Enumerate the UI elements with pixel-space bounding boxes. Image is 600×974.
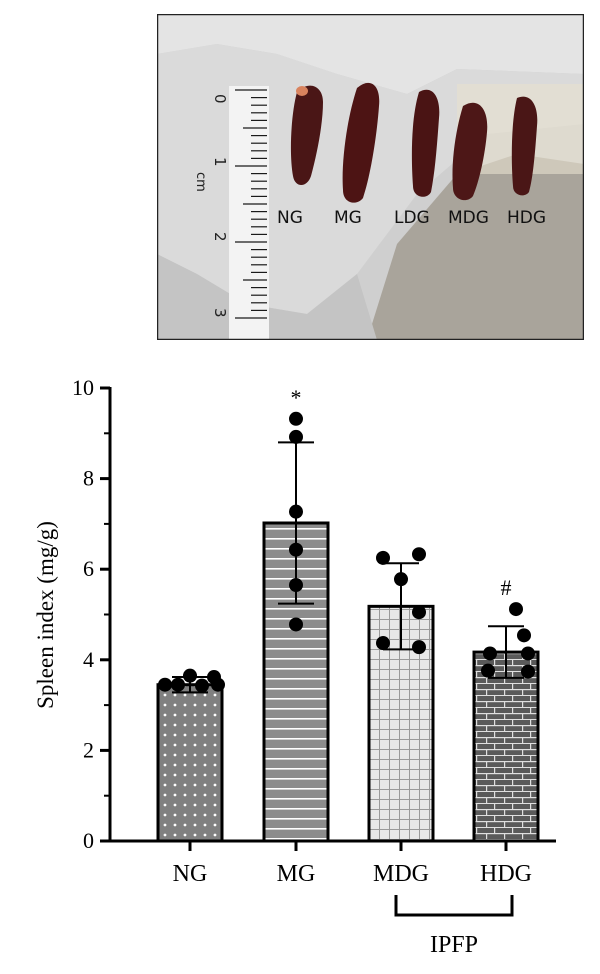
ruler-mark-1: 1	[211, 157, 229, 167]
x-tick-label-ng: NG	[173, 861, 208, 887]
specimens	[290, 82, 538, 203]
data-point-hdg	[517, 628, 531, 643]
specimen-label-ldg: LDG	[394, 208, 430, 228]
specimen-ng	[290, 85, 323, 185]
specimen-label-ng: NG	[277, 208, 303, 228]
data-point-mg	[289, 578, 303, 593]
y-tick-label: 10	[72, 375, 94, 400]
ruler-mark-0: 0	[211, 94, 229, 104]
specimen-ldg	[411, 89, 440, 197]
y-tick-label: 0	[83, 828, 94, 853]
y-tick-label: 6	[83, 556, 94, 581]
data-point-ng	[211, 677, 225, 692]
ruler-mark-3: 3	[211, 308, 229, 318]
data-point-mdg	[394, 572, 408, 587]
specimen-label-mdg: MDG	[448, 208, 489, 228]
data-point-ng	[158, 677, 172, 692]
y-axis-label: Spleen index (mg/g)	[33, 521, 58, 709]
data-point-mg	[289, 504, 303, 519]
data-point-hdg	[481, 663, 495, 678]
photo-cloth-fold	[157, 254, 377, 340]
specimen-ng-fat	[296, 86, 308, 96]
data-point-mg	[289, 617, 303, 632]
y-axis: 0 2 4 6 8 10	[72, 375, 112, 853]
spleen-photo: 0 1 cm 2 3 NG MG LDG MDG HDG	[157, 14, 584, 340]
specimen-hdg	[511, 96, 538, 196]
ruler-unit-label: cm	[193, 172, 208, 192]
y-tick-label: 4	[83, 647, 94, 672]
data-point-mg	[289, 429, 303, 444]
bar-hdg	[472, 650, 540, 843]
specimen-label-hdg: HDG	[507, 208, 546, 228]
x-tick-label-mg: MG	[277, 861, 316, 887]
significance-annotations: *#	[291, 385, 512, 600]
photo-cloth-light	[157, 14, 584, 94]
annotation-mg: *	[291, 385, 302, 410]
data-point-mdg	[376, 636, 390, 651]
error-bars	[172, 441, 524, 694]
x-tick-label-mdg: MDG	[373, 861, 429, 887]
specimen-labels: NG MG LDG MDG HDG	[277, 208, 546, 228]
specimen-label-mg: MG	[334, 208, 362, 228]
specimen-mg	[342, 82, 380, 203]
data-point-mg	[289, 542, 303, 557]
ruler-body	[229, 86, 269, 340]
data-points	[158, 411, 535, 693]
x-axis: NG MG MDG HDG	[108, 839, 556, 887]
data-point-mdg	[412, 640, 426, 655]
data-point-hdg	[521, 646, 535, 661]
ruler-ticks	[235, 89, 267, 319]
error-bar-hdg	[488, 625, 524, 679]
specimen-mdg	[452, 102, 488, 201]
x-tick-label-hdg: HDG	[480, 861, 532, 887]
data-point-ng	[195, 678, 209, 693]
data-point-ng	[171, 677, 185, 692]
data-point-mdg	[412, 547, 426, 562]
data-point-hdg	[509, 602, 523, 617]
bar-ng	[156, 683, 224, 843]
photo-table-shadow	[367, 154, 584, 340]
ruler: 0 1 cm 2 3	[193, 86, 269, 340]
data-point-mdg	[376, 550, 390, 565]
y-tick-label: 2	[83, 737, 94, 762]
y-tick-label: 8	[83, 466, 94, 491]
annotation-hdg: #	[501, 575, 512, 600]
data-point-hdg	[483, 646, 497, 661]
group-label-ipfp: IPFP	[430, 932, 478, 958]
data-point-ng	[183, 668, 197, 683]
data-point-hdg	[521, 664, 535, 679]
group-bracket: IPFP	[394, 895, 514, 958]
data-point-mg	[289, 411, 303, 426]
ipfp-bracket	[394, 895, 514, 917]
photo-frame	[157, 14, 584, 340]
data-point-mdg	[412, 605, 426, 620]
ruler-mark-2: 2	[211, 232, 229, 242]
